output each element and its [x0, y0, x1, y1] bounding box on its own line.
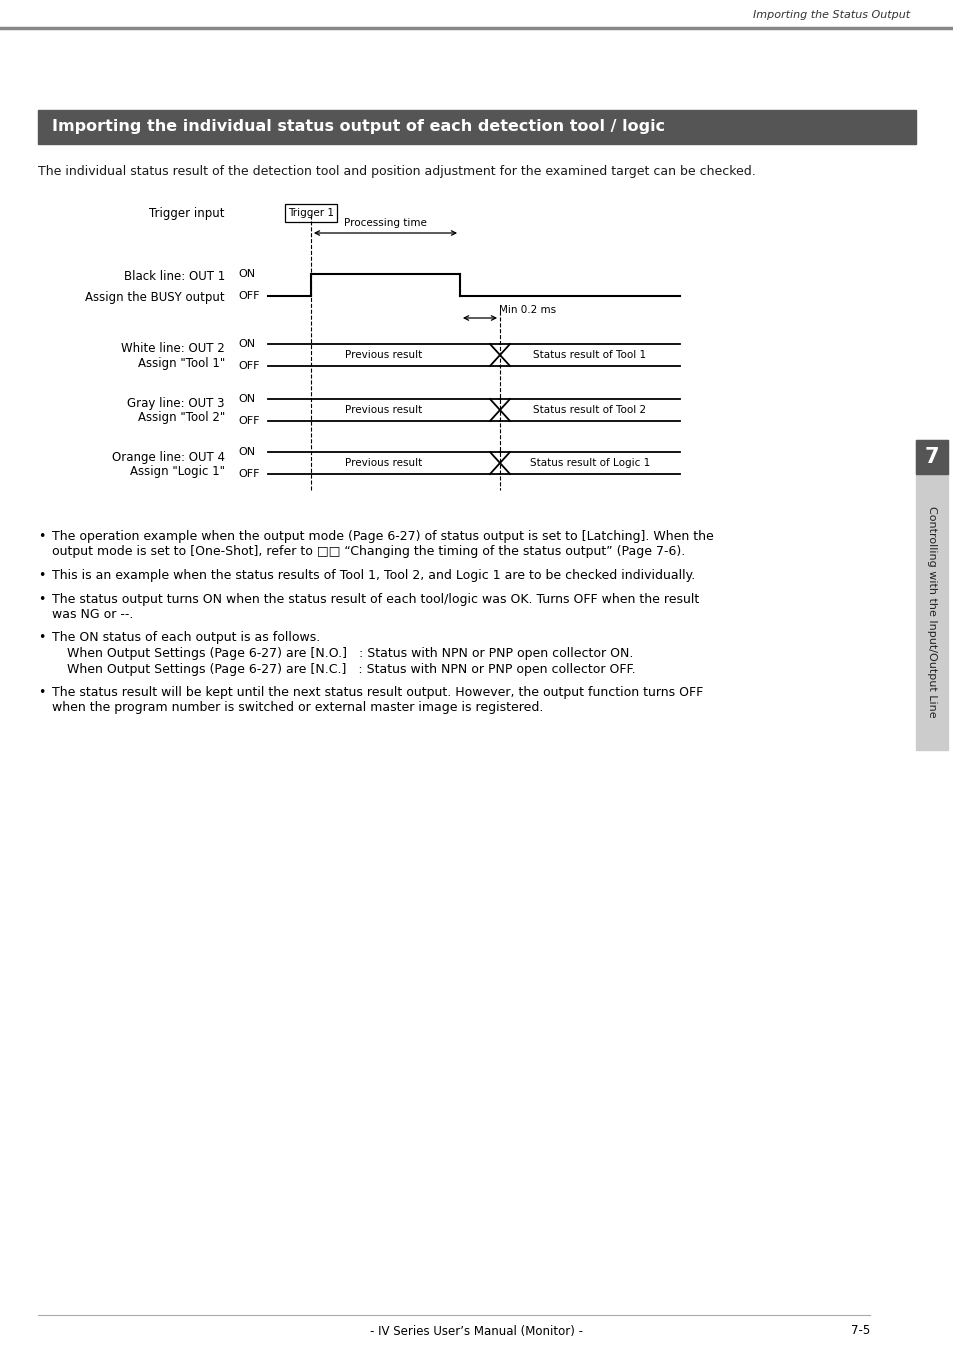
Text: output mode is set to [One-Shot], refer to □□ “Changing the timing of the status: output mode is set to [One-Shot], refer …: [52, 546, 684, 558]
Text: Status result of Tool 2: Status result of Tool 2: [533, 404, 646, 415]
Text: The status output turns ON when the status result of each tool/logic was OK. Tur: The status output turns ON when the stat…: [52, 593, 699, 605]
Text: Controlling with the Input/Output Line: Controlling with the Input/Output Line: [926, 507, 936, 718]
Text: Previous result: Previous result: [345, 404, 422, 415]
Text: ON: ON: [237, 394, 254, 404]
Text: Min 0.2 ms: Min 0.2 ms: [499, 305, 556, 315]
Text: Trigger input: Trigger input: [150, 206, 225, 220]
Text: Status result of Logic 1: Status result of Logic 1: [529, 458, 649, 468]
Text: Assign "Tool 2": Assign "Tool 2": [137, 411, 225, 425]
Bar: [915, 439, 947, 749]
Text: - IV Series User’s Manual (Monitor) -: - IV Series User’s Manual (Monitor) -: [370, 1325, 583, 1337]
Text: Gray line: OUT 3: Gray line: OUT 3: [128, 398, 225, 411]
Text: ON: ON: [237, 448, 254, 457]
Text: •: •: [38, 686, 46, 700]
Bar: [285, 204, 336, 222]
Text: Processing time: Processing time: [344, 218, 427, 228]
Text: Status result of Tool 1: Status result of Tool 1: [533, 350, 646, 360]
Text: The status result will be kept until the next status result output. However, the: The status result will be kept until the…: [52, 686, 702, 700]
Text: OFF: OFF: [237, 417, 259, 426]
Text: ON: ON: [237, 270, 254, 279]
Text: Assign "Logic 1": Assign "Logic 1": [130, 465, 225, 477]
Text: Assign the BUSY output: Assign the BUSY output: [85, 291, 225, 305]
Text: •: •: [38, 593, 46, 605]
Text: •: •: [38, 530, 46, 543]
Text: When Output Settings (Page 6-27) are [N.C.]   : Status with NPN or PNP open coll: When Output Settings (Page 6-27) are [N.…: [67, 662, 635, 675]
Text: Trigger 1: Trigger 1: [288, 208, 334, 218]
Text: OFF: OFF: [237, 291, 259, 301]
Text: White line: OUT 2: White line: OUT 2: [121, 342, 225, 356]
Text: Importing the Status Output: Importing the Status Output: [752, 9, 909, 20]
Bar: [38, 111, 915, 144]
Text: OFF: OFF: [237, 361, 259, 371]
Text: The operation example when the output mode (Page 6-27) of status output is set t: The operation example when the output mo…: [52, 530, 713, 543]
Text: Black line: OUT 1: Black line: OUT 1: [124, 270, 225, 283]
Text: when the program number is switched or external master image is registered.: when the program number is switched or e…: [52, 701, 543, 714]
Bar: [915, 439, 947, 474]
Text: The ON status of each output is as follows.: The ON status of each output is as follo…: [52, 631, 320, 644]
Text: ON: ON: [237, 338, 254, 349]
Text: was NG or --.: was NG or --.: [52, 608, 133, 621]
Text: •: •: [38, 569, 46, 582]
Text: 7: 7: [923, 448, 939, 466]
Text: Assign "Tool 1": Assign "Tool 1": [137, 356, 225, 369]
Text: •: •: [38, 631, 46, 644]
Text: This is an example when the status results of Tool 1, Tool 2, and Logic 1 are to: This is an example when the status resul…: [52, 569, 695, 582]
Text: The individual status result of the detection tool and position adjustment for t: The individual status result of the dete…: [38, 164, 755, 178]
Text: Orange line: OUT 4: Orange line: OUT 4: [112, 450, 225, 464]
Text: Previous result: Previous result: [345, 350, 422, 360]
Text: OFF: OFF: [237, 469, 259, 479]
Text: 7-5: 7-5: [850, 1325, 869, 1337]
Text: When Output Settings (Page 6-27) are [N.O.]   : Status with NPN or PNP open coll: When Output Settings (Page 6-27) are [N.…: [67, 647, 633, 661]
Text: Importing the individual status output of each detection tool / logic: Importing the individual status output o…: [52, 120, 664, 135]
Text: Previous result: Previous result: [345, 458, 422, 468]
